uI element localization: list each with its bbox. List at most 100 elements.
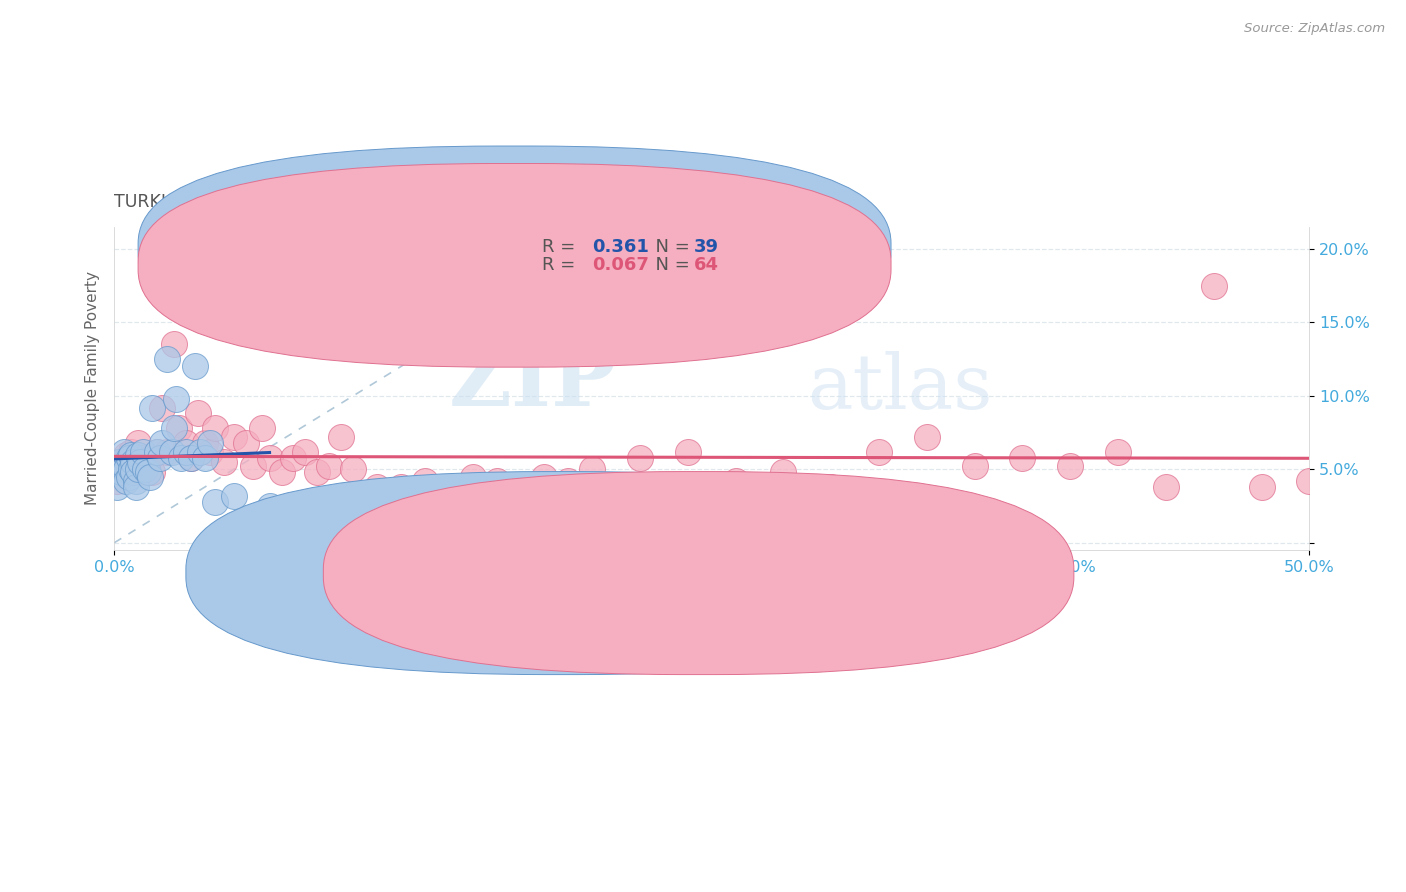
Point [204, 421, 226, 435]
Point [132, 444, 155, 458]
Point [509, 480, 531, 494]
Point [120, 444, 142, 458]
Point [294, 444, 316, 458]
Point [122, 465, 145, 479]
Point [132, 450, 155, 465]
Point [127, 435, 149, 450]
Point [110, 465, 132, 479]
Point [165, 392, 187, 406]
Point [150, 401, 173, 415]
Point [915, 430, 938, 444]
Point [120, 462, 142, 476]
FancyBboxPatch shape [472, 234, 748, 277]
Point [105, 480, 128, 494]
Text: 64: 64 [693, 256, 718, 274]
Point [115, 474, 138, 488]
Point [1059, 459, 1081, 474]
Point [868, 444, 890, 458]
Point [820, 480, 842, 494]
Text: R =: R = [543, 256, 581, 274]
Point [270, 465, 292, 479]
Point [122, 465, 145, 479]
Point [413, 474, 436, 488]
Point [125, 455, 148, 469]
Point [136, 465, 159, 479]
Point [198, 435, 221, 450]
Point [235, 435, 257, 450]
Point [283, 450, 305, 465]
Point [1298, 474, 1320, 488]
Point [307, 465, 329, 479]
Point [1154, 480, 1177, 494]
Point [120, 448, 142, 462]
Point [134, 462, 156, 476]
Point [461, 469, 484, 483]
Point [184, 359, 207, 374]
Point [141, 401, 163, 415]
Point [108, 455, 131, 469]
FancyBboxPatch shape [323, 472, 1074, 674]
Point [180, 450, 202, 465]
Point [125, 474, 148, 488]
Point [122, 455, 145, 469]
Point [139, 469, 162, 483]
Point [194, 450, 217, 465]
Text: N =: N = [644, 238, 695, 256]
Text: N =: N = [644, 256, 695, 274]
Point [134, 459, 156, 474]
Point [676, 444, 699, 458]
FancyBboxPatch shape [186, 472, 936, 674]
Point [110, 455, 132, 469]
Point [112, 465, 135, 479]
Point [198, 444, 221, 458]
Point [212, 455, 235, 469]
Point [581, 462, 603, 476]
Point [366, 480, 388, 494]
Point [533, 469, 555, 483]
Point [139, 450, 162, 465]
Point [389, 480, 412, 494]
Point [112, 444, 135, 458]
Point [174, 435, 197, 450]
Point [437, 480, 460, 494]
Point [252, 421, 274, 435]
Point [125, 480, 148, 494]
Y-axis label: Married-Couple Family Poverty: Married-Couple Family Poverty [86, 271, 100, 506]
Text: R =: R = [543, 238, 581, 256]
Point [129, 455, 152, 469]
Point [108, 462, 131, 476]
Point [115, 462, 138, 476]
Point [141, 465, 163, 479]
Text: 0.067: 0.067 [592, 256, 650, 274]
Point [557, 474, 579, 488]
Point [174, 444, 197, 458]
Point [163, 421, 186, 435]
Point [242, 459, 264, 474]
Point [129, 465, 152, 479]
Point [156, 352, 179, 367]
Point [724, 474, 747, 488]
Text: atlas: atlas [807, 351, 993, 425]
Point [1250, 480, 1272, 494]
Point [160, 444, 183, 458]
Point [628, 450, 651, 465]
Point [330, 430, 353, 444]
Text: TURKISH VS PORTUGUESE MARRIED-COUPLE FAMILY POVERTY CORRELATION CHART: TURKISH VS PORTUGUESE MARRIED-COUPLE FAM… [114, 194, 846, 211]
Point [772, 465, 794, 479]
Point [1202, 278, 1225, 293]
Point [156, 444, 179, 458]
Text: Source: ZipAtlas.com: Source: ZipAtlas.com [1244, 22, 1385, 36]
Point [342, 462, 364, 476]
Point [222, 430, 245, 444]
Point [187, 407, 209, 421]
Point [105, 474, 128, 488]
Text: 39: 39 [693, 238, 718, 256]
Point [117, 469, 139, 483]
Point [167, 421, 190, 435]
Text: Turks: Turks [586, 564, 630, 582]
Point [259, 499, 281, 513]
Point [963, 459, 986, 474]
Point [194, 435, 217, 450]
Point [127, 462, 149, 476]
Point [146, 444, 169, 458]
